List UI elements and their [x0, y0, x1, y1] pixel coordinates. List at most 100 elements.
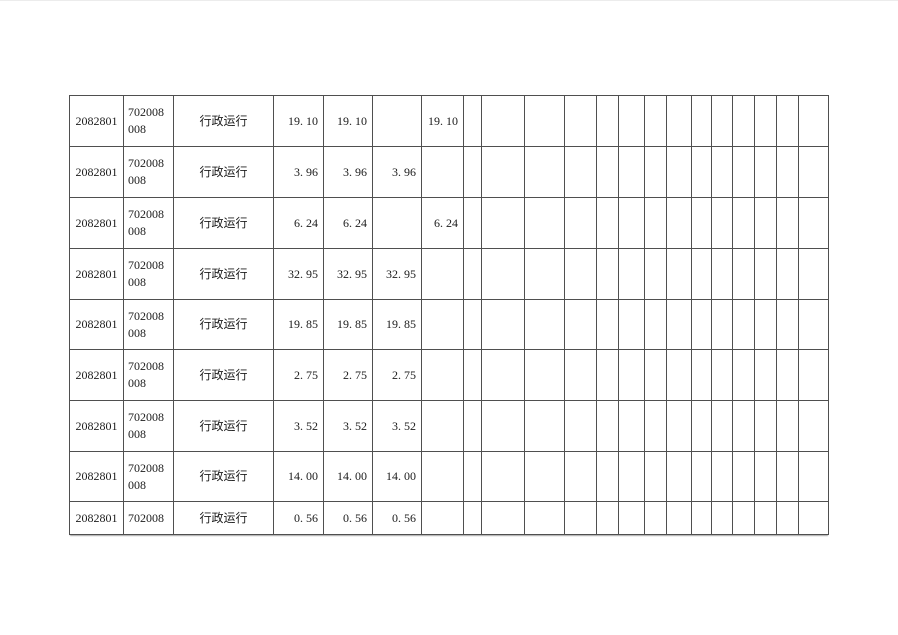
table-cell: 0. 56	[323, 501, 373, 535]
table-cell: 32. 95	[372, 248, 422, 300]
table-cell	[644, 146, 667, 198]
table-cell	[421, 248, 464, 300]
table-cell: 3. 96	[372, 146, 422, 198]
table-cell	[644, 95, 667, 147]
table-row: 2082801 702008 008 行政运行 6. 24 6. 24 6. 24	[69, 197, 829, 249]
table-cell	[776, 146, 799, 198]
table-cell	[618, 400, 645, 452]
table-cell: 6. 24	[421, 197, 464, 249]
table-cell	[421, 451, 464, 502]
table-cell	[732, 197, 755, 249]
table-cell: 3. 96	[273, 146, 324, 198]
table-cell	[691, 400, 712, 452]
table-cell: 702008 008	[123, 95, 174, 147]
table-cell: 行政运行	[173, 95, 274, 147]
table-cell: 32. 95	[323, 248, 373, 300]
table-cell	[524, 146, 565, 198]
table-cell	[711, 451, 733, 502]
table-cell	[463, 349, 482, 401]
table-cell	[618, 146, 645, 198]
table-cell	[644, 197, 667, 249]
table-cell	[691, 451, 712, 502]
table-cell	[618, 451, 645, 502]
table-cell: 行政运行	[173, 197, 274, 249]
table-cell: 2082801	[69, 146, 124, 198]
table-row: 2082801 702008 008 行政运行 3. 96 3. 96 3. 96	[69, 146, 829, 198]
table-cell: 行政运行	[173, 299, 274, 350]
table-cell	[798, 248, 829, 300]
table-cell	[732, 349, 755, 401]
table-cell	[732, 248, 755, 300]
table-cell: 行政运行	[173, 248, 274, 300]
table-cell	[463, 95, 482, 147]
table-cell: 14. 00	[372, 451, 422, 502]
table-cell	[421, 299, 464, 350]
table-cell	[666, 197, 692, 249]
table-cell	[776, 400, 799, 452]
table-cell	[691, 501, 712, 535]
table-cell	[618, 349, 645, 401]
table-cell	[666, 95, 692, 147]
table-cell: 32. 95	[273, 248, 324, 300]
table-cell	[776, 501, 799, 535]
table-cell	[666, 146, 692, 198]
table-cell	[644, 248, 667, 300]
table-cell	[481, 248, 525, 300]
table-cell	[798, 400, 829, 452]
table-cell	[754, 501, 777, 535]
table-cell: 2082801	[69, 197, 124, 249]
table-cell: 19. 10	[421, 95, 464, 147]
table-cell: 3. 96	[323, 146, 373, 198]
table-cell: 2082801	[69, 248, 124, 300]
table-cell	[691, 349, 712, 401]
table-cell	[618, 501, 645, 535]
table-cell: 19. 85	[372, 299, 422, 350]
table-cell	[524, 197, 565, 249]
table-cell	[481, 451, 525, 502]
table-cell	[481, 146, 525, 198]
table-row: 2082801 702008 008 行政运行 32. 95 32. 95 32. 95	[69, 248, 829, 300]
table-cell: 2. 75	[372, 349, 422, 401]
table-cell	[732, 451, 755, 502]
table-cell	[524, 248, 565, 300]
table-cell	[564, 146, 597, 198]
table-cell	[732, 146, 755, 198]
table-cell: 702008 008	[123, 349, 174, 401]
table-row: 2082801 702008 008 行政运行 19. 10 19. 10 19. 10	[69, 95, 829, 147]
table-cell	[798, 501, 829, 535]
table-cell	[798, 299, 829, 350]
table-cell: 702008	[123, 501, 174, 535]
table-cell	[524, 400, 565, 452]
table-cell	[691, 197, 712, 249]
table-cell	[596, 248, 619, 300]
table-cell	[564, 95, 597, 147]
table-cell	[711, 501, 733, 535]
table-cell: 2. 75	[273, 349, 324, 401]
table-cell	[372, 197, 422, 249]
table-cell	[596, 197, 619, 249]
table-cell	[798, 146, 829, 198]
table-cell	[754, 146, 777, 198]
table-cell	[732, 95, 755, 147]
table-cell	[711, 349, 733, 401]
table-cell	[644, 501, 667, 535]
table-cell	[691, 248, 712, 300]
table-cell	[666, 400, 692, 452]
table-cell	[776, 248, 799, 300]
table-row: 2082801 702008 008 行政运行 3. 52 3. 52 3. 52	[69, 400, 829, 452]
table-cell	[524, 451, 565, 502]
table-row: 2082801 702008 行政运行 0. 56 0. 56 0. 56	[69, 501, 829, 535]
table-cell: 19. 10	[323, 95, 373, 147]
table-cell	[776, 197, 799, 249]
table-cell	[732, 501, 755, 535]
table-cell	[481, 95, 525, 147]
table-cell: 0. 56	[273, 501, 324, 535]
table-cell	[481, 501, 525, 535]
table-cell	[618, 248, 645, 300]
table-cell	[564, 451, 597, 502]
table-cell	[776, 95, 799, 147]
table-cell: 2082801	[69, 501, 124, 535]
table-cell	[754, 400, 777, 452]
table-cell	[754, 95, 777, 147]
